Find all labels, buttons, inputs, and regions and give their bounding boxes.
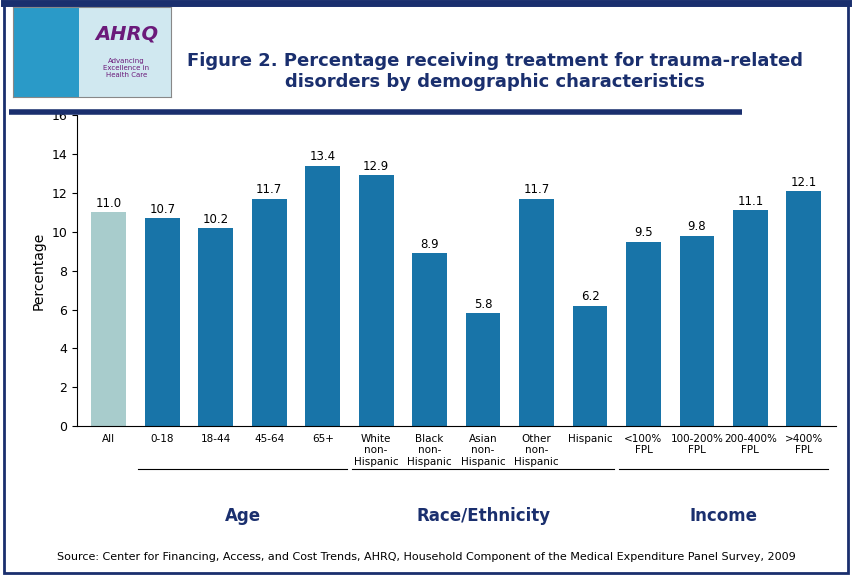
Text: 12.9: 12.9: [363, 160, 389, 173]
Bar: [572, 306, 607, 426]
Text: 9.8: 9.8: [687, 221, 705, 233]
Bar: [13, 7, 79, 97]
Text: 6.2: 6.2: [580, 290, 599, 304]
Text: Age: Age: [224, 506, 260, 525]
Bar: [625, 241, 660, 426]
Text: 10.2: 10.2: [203, 213, 228, 226]
Text: Race/Ethnicity: Race/Ethnicity: [416, 506, 550, 525]
Bar: [412, 253, 446, 426]
Bar: [732, 210, 767, 426]
Bar: [786, 191, 820, 426]
Text: 11.0: 11.0: [95, 197, 122, 210]
Bar: [145, 218, 180, 426]
Bar: [359, 176, 393, 426]
Text: Advancing
Excellence in
Health Care: Advancing Excellence in Health Care: [103, 58, 149, 78]
Text: Source: Center for Financing, Access, and Cost Trends, AHRQ, Household Component: Source: Center for Financing, Access, an…: [57, 552, 795, 562]
Bar: [519, 199, 553, 426]
Text: 11.1: 11.1: [736, 195, 763, 208]
Text: AHRQ: AHRQ: [95, 25, 158, 44]
Bar: [679, 236, 713, 426]
Text: 12.1: 12.1: [790, 176, 816, 189]
Text: Income: Income: [689, 506, 757, 525]
Text: 11.7: 11.7: [256, 184, 282, 196]
Bar: [305, 166, 340, 426]
Bar: [91, 213, 126, 426]
Text: 13.4: 13.4: [309, 150, 336, 164]
Text: 5.8: 5.8: [473, 298, 492, 311]
Bar: [199, 228, 233, 426]
Text: 11.7: 11.7: [523, 184, 549, 196]
Bar: [251, 199, 286, 426]
Text: Figure 2. Percentage receiving treatment for trauma-related
disorders by demogra: Figure 2. Percentage receiving treatment…: [187, 52, 802, 90]
Text: 9.5: 9.5: [633, 226, 652, 239]
Bar: [465, 313, 500, 426]
Text: 8.9: 8.9: [420, 238, 439, 251]
Y-axis label: Percentage: Percentage: [32, 232, 45, 310]
Text: 10.7: 10.7: [149, 203, 176, 216]
